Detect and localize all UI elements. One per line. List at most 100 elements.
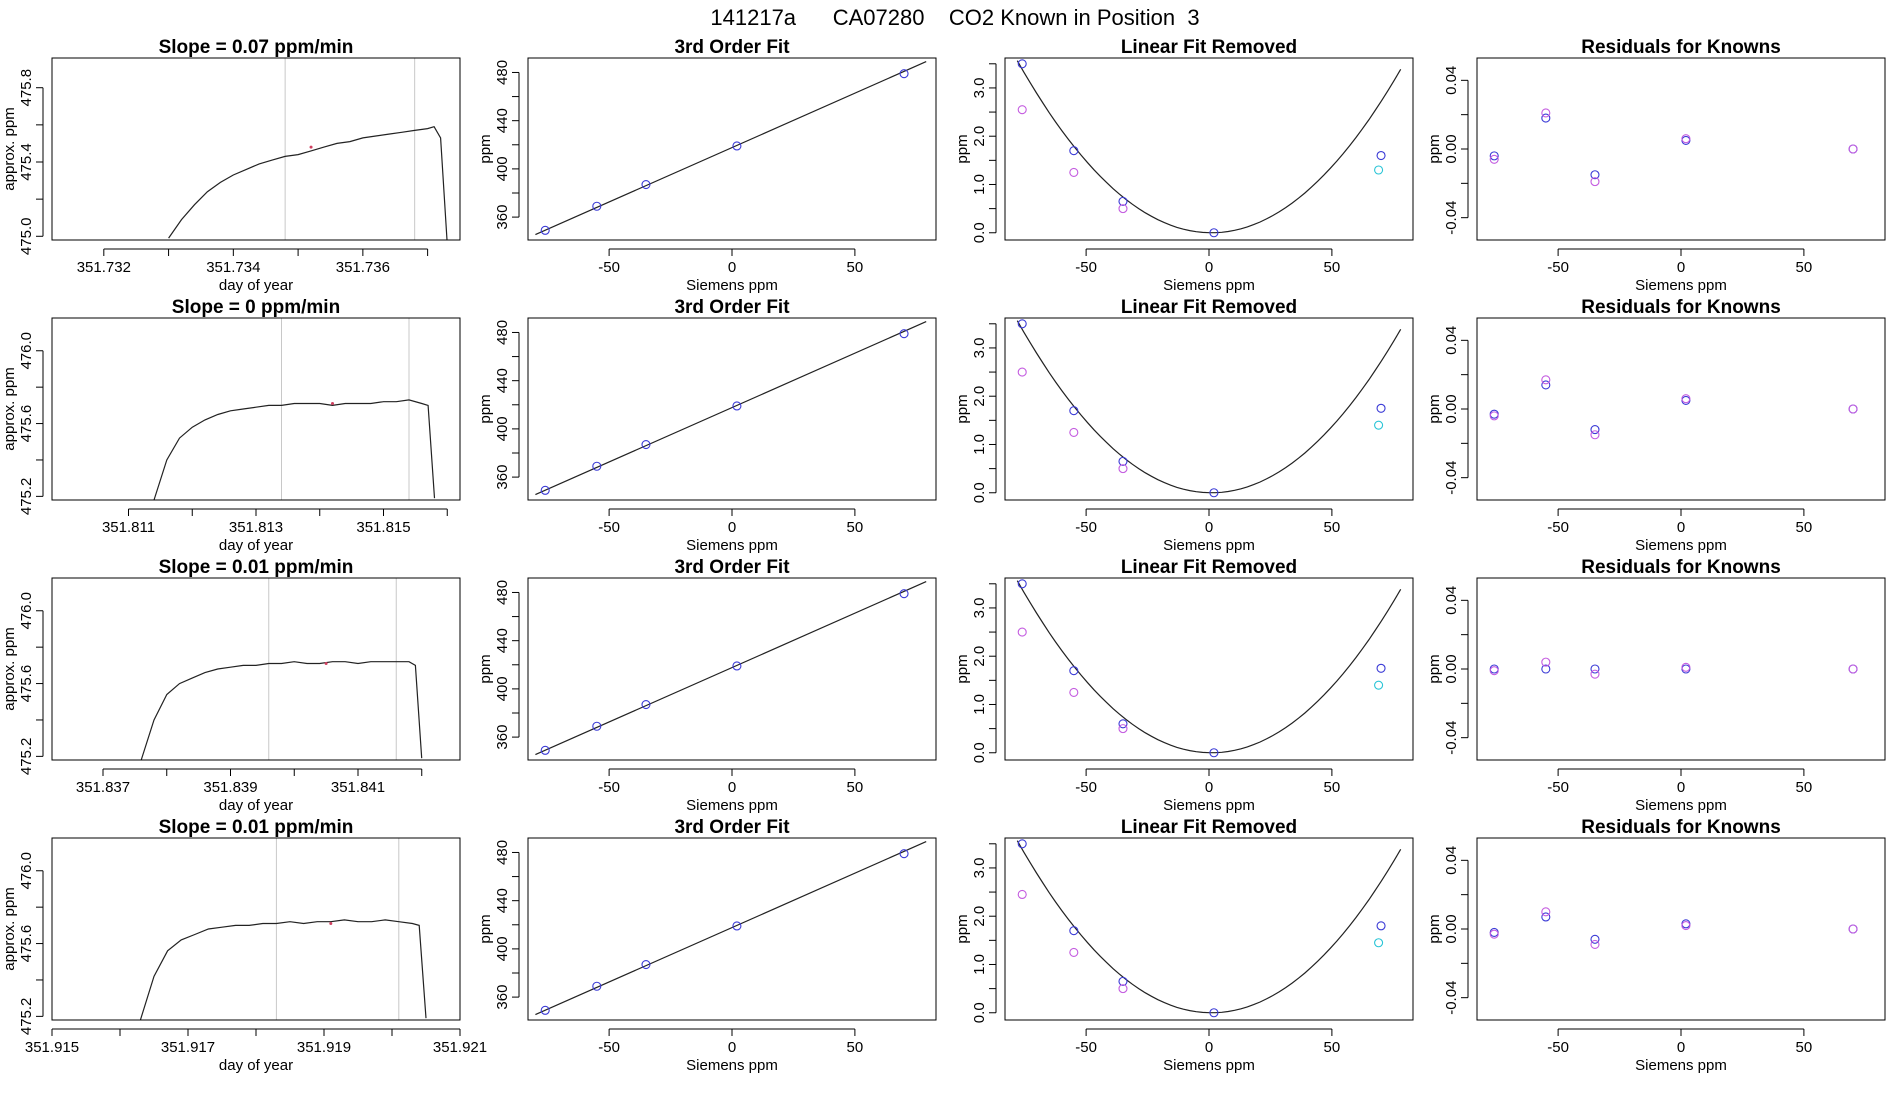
x-tick-label: 50 [1796, 519, 1813, 536]
x-tick-label: 351.841 [331, 779, 385, 796]
data-point-magenta [1541, 657, 1551, 667]
x-axis-label: Siemens ppm [1163, 277, 1255, 294]
y-tick-label: 400 [494, 936, 511, 961]
y-axis-label: ppm [477, 394, 494, 423]
panel-title: Slope = 0.01 ppm/min [159, 817, 354, 838]
y-axis-label: approx. ppm [1, 627, 18, 710]
panel-r3c3: -50 0 50 -0.04 0.00 0.04 Residuals for Knowns S… [1426, 817, 1886, 1074]
data-point-blue [1541, 380, 1551, 390]
x-tick-label: 50 [847, 1039, 864, 1056]
data-point-magenta [1848, 664, 1858, 674]
data-point-blue [1069, 666, 1079, 676]
panel-r0c0: 351.732 351.734 351.736 475.0 475.4 475.8 Slop… [1, 37, 461, 294]
y-tick-label: 360 [494, 985, 511, 1010]
plot-frame [527, 837, 937, 1021]
y-axis-label: ppm [954, 654, 971, 683]
data-point-magenta [1489, 666, 1499, 676]
plot-frame [51, 837, 461, 1021]
x-tick-label: 0 [1205, 1039, 1213, 1056]
panel-r2c0: 351.837 351.839 351.841 475.2 475.6 476.0 Slop… [1, 557, 461, 814]
x-tick-label: 50 [1796, 779, 1813, 796]
y-axis-label: ppm [1426, 134, 1443, 163]
data-point-magenta [1017, 889, 1027, 900]
plot-frame [51, 317, 461, 501]
y-tick-label: 0.00 [1443, 654, 1460, 683]
plot-frame [527, 317, 937, 501]
data-point-blue [1069, 926, 1079, 936]
data-point-blue [1017, 839, 1027, 849]
y-tick-label: 476.0 [18, 852, 35, 890]
data-point-magenta [1541, 907, 1551, 917]
y-tick-label: 360 [494, 465, 511, 490]
data-point-magenta [1541, 108, 1551, 118]
data-point-magenta [1017, 105, 1027, 115]
data-point-blue [1541, 912, 1551, 922]
y-tick-label: 1.0 [971, 954, 988, 975]
y-tick-label: 475.4 [18, 143, 35, 181]
data-point-blue [1118, 456, 1128, 466]
y-tick-label: 3.0 [971, 598, 988, 619]
x-tick-label: 351.736 [336, 259, 390, 276]
data-point-magenta [1590, 669, 1600, 679]
x-tick-label: 351.919 [297, 1039, 351, 1056]
data-point-blue [1590, 934, 1600, 944]
y-tick-label: 400 [494, 156, 511, 181]
y-axis-label: ppm [1426, 394, 1443, 423]
data-point-blue [1017, 59, 1027, 69]
x-tick-label: 351.839 [203, 779, 257, 796]
data-point-blue [899, 849, 909, 859]
data-point-blue [899, 329, 909, 339]
panel-r0c1: -50 0 50 360 400 440 480 3rd Order Fit Siemens p… [477, 37, 937, 294]
y-tick-label: 0.00 [1443, 394, 1460, 423]
plot-frame [1004, 577, 1414, 761]
plot-frame [527, 577, 937, 761]
panel-title: Linear Fit Removed [1121, 297, 1297, 318]
plot-frame [1476, 577, 1886, 761]
data-point-blue [1590, 664, 1600, 674]
y-axis-label: approx. ppm [1, 367, 18, 450]
figure-title: 141217a CA07280 CO2 Known in Position 3 [710, 5, 1199, 30]
y-tick-label: 0.04 [1443, 846, 1460, 875]
y-tick-label: 480 [494, 580, 511, 605]
data-point-magenta [1681, 921, 1691, 931]
y-axis-label: ppm [1426, 654, 1443, 683]
x-axis-label: Siemens ppm [686, 797, 778, 814]
y-tick-label: 1.0 [971, 694, 988, 715]
data-point-blue [1489, 151, 1499, 161]
data-point-blue [540, 745, 550, 755]
panels: 351.732 351.734 351.736 475.0 475.4 475.8 Slop… [1, 37, 1886, 1074]
y-tick-label: 3.0 [971, 858, 988, 879]
x-tick-label: -50 [1547, 779, 1569, 796]
y-tick-label: 440 [494, 888, 511, 913]
data-point-blue [1069, 146, 1079, 156]
x-axis-label: day of year [219, 277, 293, 294]
y-tick-label: 0.0 [971, 222, 988, 243]
data-point-blue [641, 700, 651, 710]
data-point-blue [1376, 663, 1386, 673]
data-point-magenta [1590, 177, 1600, 187]
y-tick-label: -0.04 [1443, 461, 1460, 495]
data-point-magenta [1118, 204, 1128, 214]
y-tick-label: 440 [494, 108, 511, 133]
panel-title: Residuals for Knowns [1581, 37, 1781, 58]
panel-r2c1: -50 0 50 360 400 440 480 3rd Order Fit Siemens p… [477, 557, 937, 814]
marker-point [309, 145, 313, 149]
x-tick-label: 351.837 [76, 779, 130, 796]
data-point-blue [1118, 719, 1128, 729]
x-tick-label: 351.915 [25, 1039, 79, 1056]
panel-r3c2: -50 0 50 0.0 1.0 2.0 3.0 Linear Fit Removed Siem… [954, 817, 1414, 1074]
data-point-blue [592, 461, 602, 471]
y-tick-label: 0.04 [1443, 586, 1460, 615]
marker-point [324, 662, 328, 666]
marker-point [329, 922, 333, 926]
y-axis-label: ppm [477, 654, 494, 683]
data-point-blue [641, 440, 651, 450]
data-point-magenta [1848, 144, 1858, 154]
panel-r2c2: -50 0 50 0.0 1.0 2.0 3.0 Linear Fit Removed Siem… [954, 557, 1414, 814]
panel-r0c2: -50 0 50 0.0 1.0 2.0 3.0 Linear Fit Removed Siem… [954, 37, 1414, 294]
data-point-magenta [1069, 167, 1079, 177]
data-point-blue [1118, 976, 1128, 986]
data-point-blue [540, 485, 550, 495]
data-point-blue [732, 921, 742, 931]
y-tick-label: 480 [494, 840, 511, 865]
